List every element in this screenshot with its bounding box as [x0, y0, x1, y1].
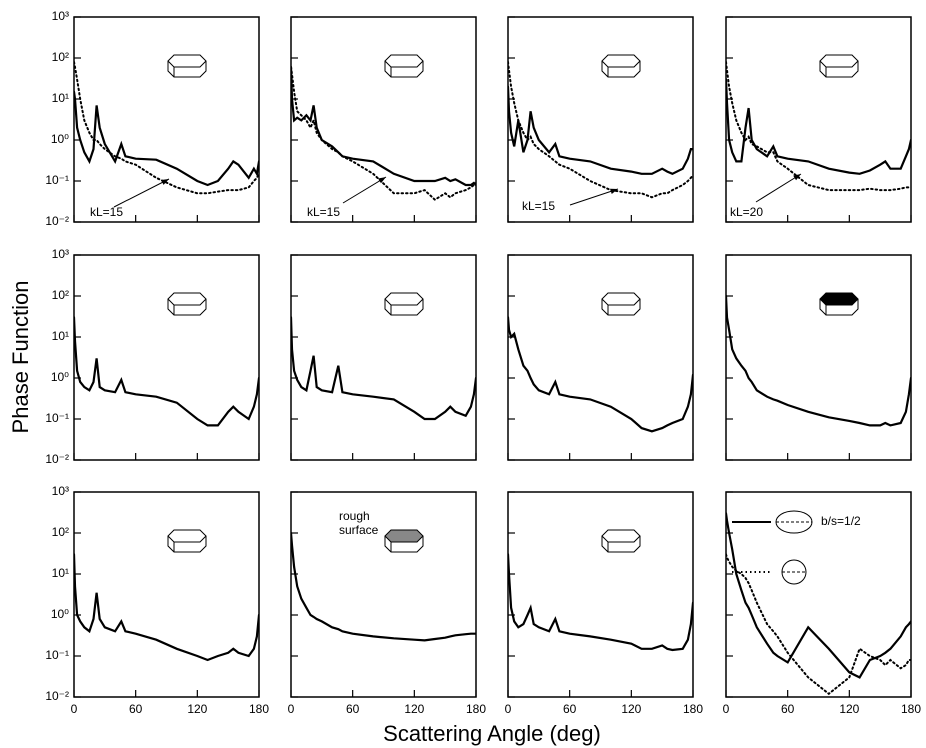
- panel-frame: [507, 254, 694, 461]
- y-tick-label: 10²: [52, 525, 69, 539]
- data-line: [726, 61, 911, 192]
- y-tick-label: 10⁻¹: [45, 411, 69, 425]
- x-tick-label: 120: [839, 702, 859, 716]
- y-tick-label: 10¹: [52, 329, 69, 343]
- annotation-arrow: [755, 173, 802, 203]
- x-tick-label: 0: [288, 702, 295, 716]
- crystal-icon-side: [601, 61, 641, 78]
- crystal-icon-side: [819, 299, 859, 316]
- data-line: [74, 553, 259, 662]
- crystal-icon: [167, 529, 207, 543]
- data-line: [291, 531, 476, 642]
- y-tick-label: 10⁰: [51, 607, 69, 621]
- x-tick-label: 180: [466, 702, 486, 716]
- data-line: [726, 553, 911, 696]
- panel-frame: [725, 16, 912, 223]
- panel-frame: [73, 254, 260, 461]
- y-tick-label: 10³: [52, 247, 69, 261]
- data-line: [508, 553, 693, 652]
- x-tick-label: 0: [723, 702, 730, 716]
- x-tick-label: 60: [346, 702, 360, 716]
- crystal-icon-side: [167, 536, 207, 553]
- annotation-arrow: [569, 188, 619, 206]
- panel-frame: [725, 491, 912, 698]
- data-line: [508, 85, 693, 176]
- y-tick-label: 10³: [52, 484, 69, 498]
- crystal-icon: [384, 529, 424, 543]
- x-tick-label: 180: [901, 702, 921, 716]
- crystal-icon-side: [384, 536, 424, 553]
- y-tick-label: 10¹: [52, 566, 69, 580]
- y-tick-label: 10²: [52, 288, 69, 302]
- crystal-icon-side: [384, 61, 424, 78]
- y-tick-label: 10⁰: [51, 370, 69, 384]
- panel-frame: [290, 491, 477, 698]
- crystal-icon: [167, 292, 207, 306]
- panel-frame: [73, 16, 260, 223]
- panel-frame: [290, 16, 477, 223]
- data-line: [726, 294, 911, 427]
- panel-frame: [507, 491, 694, 698]
- data-line: [291, 316, 476, 421]
- crystal-icon: [384, 292, 424, 306]
- annotation: kL=15: [307, 205, 340, 219]
- crystal-icon: [167, 54, 207, 68]
- panel-frame: [725, 254, 912, 461]
- data-line: [726, 78, 911, 175]
- data-line: [508, 316, 693, 433]
- annotation: surface: [339, 523, 379, 537]
- crystal-icon: [601, 54, 641, 68]
- crystal-icon-side: [167, 299, 207, 316]
- panel-frame: [507, 16, 694, 223]
- crystal-icon: [601, 292, 641, 306]
- y-tick-label: 10⁻¹: [45, 173, 69, 187]
- x-tick-label: 0: [505, 702, 512, 716]
- x-tick-label: 180: [249, 702, 269, 716]
- y-tick-label: 10¹: [52, 91, 69, 105]
- data-line: [291, 66, 476, 201]
- crystal-icon-side: [167, 61, 207, 78]
- x-tick-label: 120: [404, 702, 424, 716]
- y-tick-label: 10³: [52, 9, 69, 23]
- x-tick-label: 60: [781, 702, 795, 716]
- x-tick-label: 60: [563, 702, 577, 716]
- crystal-icon: [819, 292, 859, 306]
- y-tick-label: 10⁻²: [45, 452, 69, 466]
- legend-label: b/s=1/2: [821, 514, 861, 528]
- y-tick-label: 10²: [52, 50, 69, 64]
- crystal-icon: [819, 54, 859, 68]
- data-line: [291, 66, 476, 187]
- x-tick-label: 60: [129, 702, 143, 716]
- annotation: kL=20: [730, 205, 763, 219]
- x-tick-label: 120: [187, 702, 207, 716]
- y-tick-label: 10⁰: [51, 132, 69, 146]
- data-line: [74, 316, 259, 427]
- data-line: [508, 61, 693, 199]
- crystal-icon-side: [384, 299, 424, 316]
- crystal-icon-side: [601, 536, 641, 553]
- data-line: [74, 61, 259, 195]
- panel-frame: [290, 254, 477, 461]
- annotation: rough: [339, 509, 370, 523]
- y-tick-label: 10⁻¹: [45, 648, 69, 662]
- crystal-icon: [384, 54, 424, 68]
- annotation: kL=15: [522, 199, 555, 213]
- x-tick-label: 120: [621, 702, 641, 716]
- data-line: [74, 90, 259, 187]
- x-tick-label: 0: [71, 702, 78, 716]
- y-tick-label: 10⁻²: [45, 214, 69, 228]
- x-axis-label: Scattering Angle (deg): [383, 721, 601, 746]
- annotation-arrow: [342, 176, 387, 204]
- annotation: kL=15: [90, 205, 123, 219]
- panel-frame: [73, 491, 260, 698]
- y-axis-label: Phase Function: [8, 281, 33, 434]
- annotation-arrow: [113, 178, 170, 208]
- crystal-icon-side: [819, 61, 859, 78]
- y-tick-label: 10⁻²: [45, 689, 69, 703]
- data-line: [726, 512, 911, 679]
- x-tick-label: 180: [683, 702, 703, 716]
- crystal-icon: [601, 529, 641, 543]
- crystal-icon-side: [601, 299, 641, 316]
